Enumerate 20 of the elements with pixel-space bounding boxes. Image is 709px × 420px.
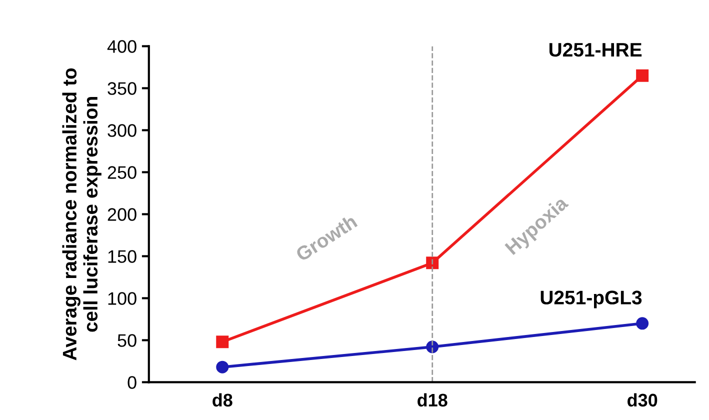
point (426, 256, 439, 270)
point (216, 336, 229, 348)
y-tick-label: 0 (128, 376, 136, 389)
series-label: U251-HRE (549, 42, 642, 57)
point (636, 69, 649, 82)
y-tick-label: 100 (108, 292, 136, 305)
y-tick-label: 300 (108, 124, 136, 137)
y-tick-label: 400 (107, 40, 136, 53)
y-tick-label: 150 (108, 250, 136, 263)
x-tick-label: d30 (628, 393, 658, 407)
x-tick-label: d8 (212, 393, 232, 407)
y-tick-label: 200 (108, 208, 136, 221)
x-tick-label: d18 (418, 393, 448, 407)
y-tick-label: 50 (118, 334, 136, 347)
y-tick-label: 250 (108, 166, 136, 179)
y-axis-title: Average radiance normalized to cell luciferase expression (62, 68, 102, 360)
point (636, 317, 649, 330)
series-label: U251-pGL3 (540, 290, 642, 308)
point (216, 360, 229, 374)
y-tick-label: 350 (108, 82, 136, 95)
